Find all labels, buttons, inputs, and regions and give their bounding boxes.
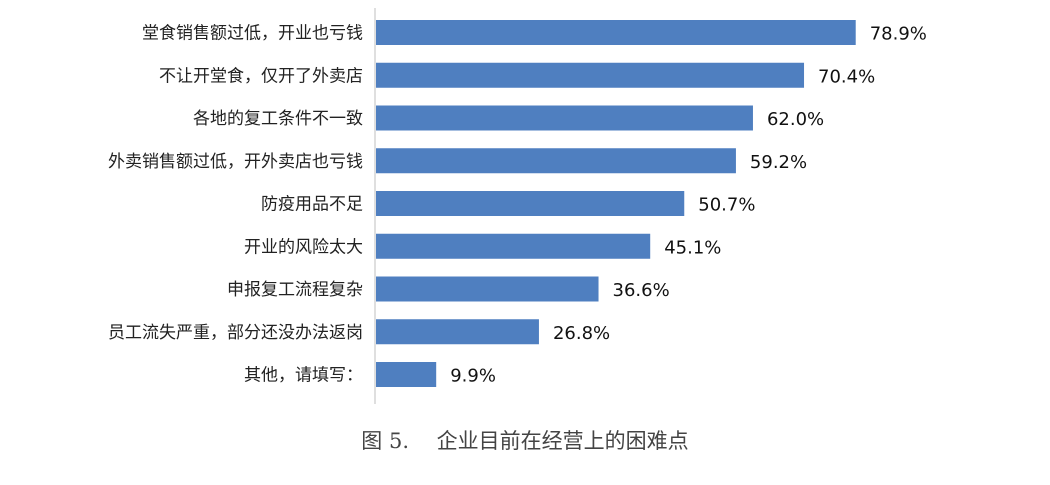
value-label: 45.1% <box>664 237 721 258</box>
bar <box>376 148 736 174</box>
bar <box>376 319 539 345</box>
value-label: 50.7% <box>698 195 755 216</box>
category-label: 员工流失严重，部分还没办法返岗 <box>108 323 363 343</box>
value-label: 70.4% <box>818 66 875 87</box>
bar <box>376 191 685 216</box>
bar <box>376 362 437 387</box>
value-label: 36.6% <box>613 280 670 301</box>
bar-chart: 堂食销售额过低，开业也亏钱 78.9% 不让开堂食，仅开了外卖店 70.4% 各地的复工… <box>108 8 927 404</box>
category-label: 申报复工流程复杂 <box>227 280 363 300</box>
value-label: 62.0% <box>767 109 824 130</box>
category-label: 防疫用品不足 <box>261 195 363 215</box>
category-label: 堂食销售额过低，开业也亏钱 <box>142 24 363 44</box>
bar <box>376 105 753 131</box>
value-label: 78.9% <box>870 24 927 45</box>
bar <box>376 62 805 88</box>
bar <box>376 233 651 259</box>
value-label: 9.9% <box>450 366 496 387</box>
value-label: 26.8% <box>553 323 610 344</box>
category-label: 不让开堂食，仅开了外卖店 <box>159 66 363 86</box>
value-label: 59.2% <box>750 152 807 173</box>
category-label: 各地的复工条件不一致 <box>193 109 363 129</box>
bar <box>376 20 856 45</box>
category-label: 开业的风险太大 <box>244 237 363 257</box>
figure-caption: 图 5. 企业目前在经营上的困难点 <box>361 429 689 453</box>
category-label: 外卖销售额过低，开外卖店也亏钱 <box>108 152 363 172</box>
bar <box>376 276 599 302</box>
category-label: 其他，请填写： <box>244 366 363 386</box>
